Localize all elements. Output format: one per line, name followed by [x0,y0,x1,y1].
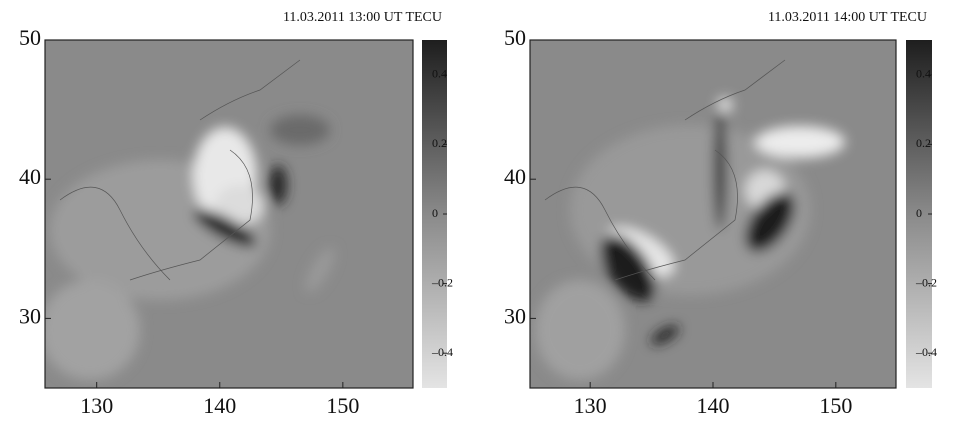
figure: 11.03.2011 13:00 UT TECU 130 140 150 30 40 50 –… [0,0,967,425]
colorbar-tick-label: 0.2 [432,136,447,150]
y-tick-label: 40 [19,164,41,189]
y-tick-label: 50 [19,25,41,50]
colorbar-tick-label: 0.2 [916,136,931,150]
colorbar-tick-label: 0.4 [916,67,931,81]
x-tick-label: 130 [80,393,113,418]
tec-map [530,40,896,388]
panel-title: 11.03.2011 13:00 UT TECU [283,10,442,25]
x-tick-label: 150 [819,393,852,418]
colorbar-tick-label: 0.4 [432,67,447,81]
y-tick-label: 30 [504,303,526,328]
panel-title: 11.03.2011 14:00 UT TECU [768,10,927,25]
colorbar-tick-label: –0.4 [431,345,453,359]
y-tick-label: 40 [504,164,526,189]
colorbar-tick-label: –0.2 [431,275,453,289]
y-tick-label: 30 [19,303,41,328]
x-tick-label: 150 [326,393,359,418]
tec-map [40,40,413,388]
colorbar-tick-label: 0 [432,206,438,220]
colorbar-tick-label: 0 [916,206,922,220]
x-tick-label: 140 [697,393,730,418]
colorbar-tick-label: –0.2 [915,275,937,289]
x-tick-label: 130 [574,393,607,418]
x-tick-label: 140 [203,393,236,418]
colorbar-tick-label: –0.4 [915,345,937,359]
y-tick-label: 50 [504,25,526,50]
